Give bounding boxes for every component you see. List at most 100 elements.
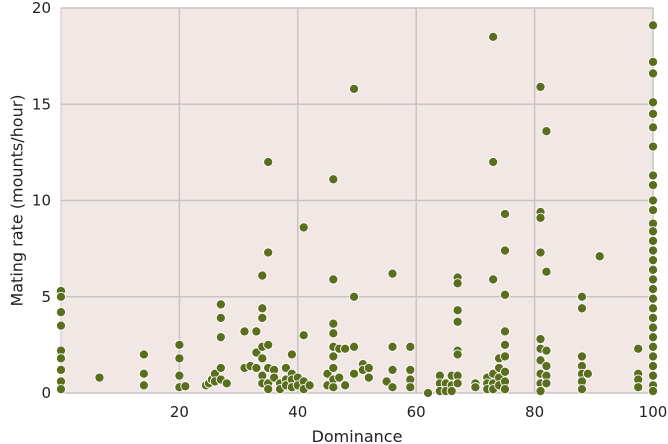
data-point [363,362,374,374]
data-point [55,384,67,395]
data-point [215,299,226,310]
data-point [55,320,67,331]
data-point [488,156,499,168]
data-point [138,368,149,379]
data-point [257,353,268,364]
data-point [328,328,339,339]
data-points [55,20,659,399]
data-point [647,312,659,323]
data-point [647,108,659,119]
data-point [647,370,659,381]
data-point [647,332,659,343]
data-point [55,291,67,302]
data-point [647,293,659,304]
data-point [647,274,659,285]
data-point [647,341,659,352]
data-point [286,349,297,360]
data-point [328,274,339,285]
y-tick-label: 10 [32,192,51,210]
data-point [499,339,511,350]
data-point [499,351,511,362]
data-point [348,341,360,352]
data-point [257,270,268,281]
data-point [499,366,511,377]
y-tick-label: 20 [32,0,51,17]
data-point [348,368,360,379]
data-point [647,68,659,79]
data-point [257,303,268,314]
data-point [55,307,67,318]
data-point [257,312,268,323]
data-point [304,380,315,391]
data-point [647,303,659,314]
data-point [488,274,499,285]
data-point [452,305,463,316]
x-axis-label: Dominance [312,427,403,444]
data-point [215,362,226,374]
data-point [263,247,274,258]
data-point [647,122,659,133]
data-point [405,341,416,352]
data-point [55,353,67,364]
data-point [251,326,262,337]
data-point [328,362,339,374]
data-point [263,156,274,168]
y-tick-label: 15 [32,95,51,113]
data-point [422,387,434,399]
data-point [647,226,659,237]
data-point [576,291,588,302]
data-point [647,180,659,191]
y-tick-label: 5 [41,288,51,306]
data-point [541,345,552,356]
data-point [387,341,398,352]
data-point [535,386,546,397]
data-point [387,364,398,375]
data-point [541,266,552,277]
data-point [328,174,339,185]
data-point [647,386,659,397]
grid [61,7,654,394]
data-point [647,322,659,333]
data-point [263,384,274,395]
data-point [541,360,552,372]
data-point [541,378,552,389]
data-point [499,384,511,395]
data-point [647,245,659,256]
y-axis-label: Mating rate (mounts/hour) [8,94,27,306]
x-tick-label: 20 [170,403,189,421]
data-point [452,316,463,327]
axis-ticks: 20 40 60 80 100 0 5 10 15 20 [32,0,667,421]
data-point [499,326,511,337]
data-point [647,205,659,216]
data-point [174,353,185,364]
data-point [647,283,659,295]
data-point [221,378,232,389]
data-point [138,380,149,391]
x-tick-label: 100 [639,403,668,421]
data-point [328,318,339,329]
data-point [452,349,463,360]
data-point [55,364,67,375]
data-point [452,278,463,289]
data-point [535,334,546,345]
data-point [387,268,398,279]
data-point [647,360,659,372]
x-tick-label: 40 [288,403,307,421]
data-point [215,332,226,343]
data-point [647,56,659,67]
data-point [647,235,659,246]
data-point [174,370,185,381]
data-point [298,222,309,233]
data-point [363,372,374,383]
data-point [405,364,416,375]
data-point [633,382,644,393]
data-point [348,83,360,94]
data-point [576,303,588,314]
data-point [647,255,659,266]
data-point [647,351,659,362]
data-point [340,343,351,354]
data-point [263,339,274,350]
data-point [647,20,659,31]
data-point [535,81,546,92]
x-tick-label: 80 [525,403,544,421]
